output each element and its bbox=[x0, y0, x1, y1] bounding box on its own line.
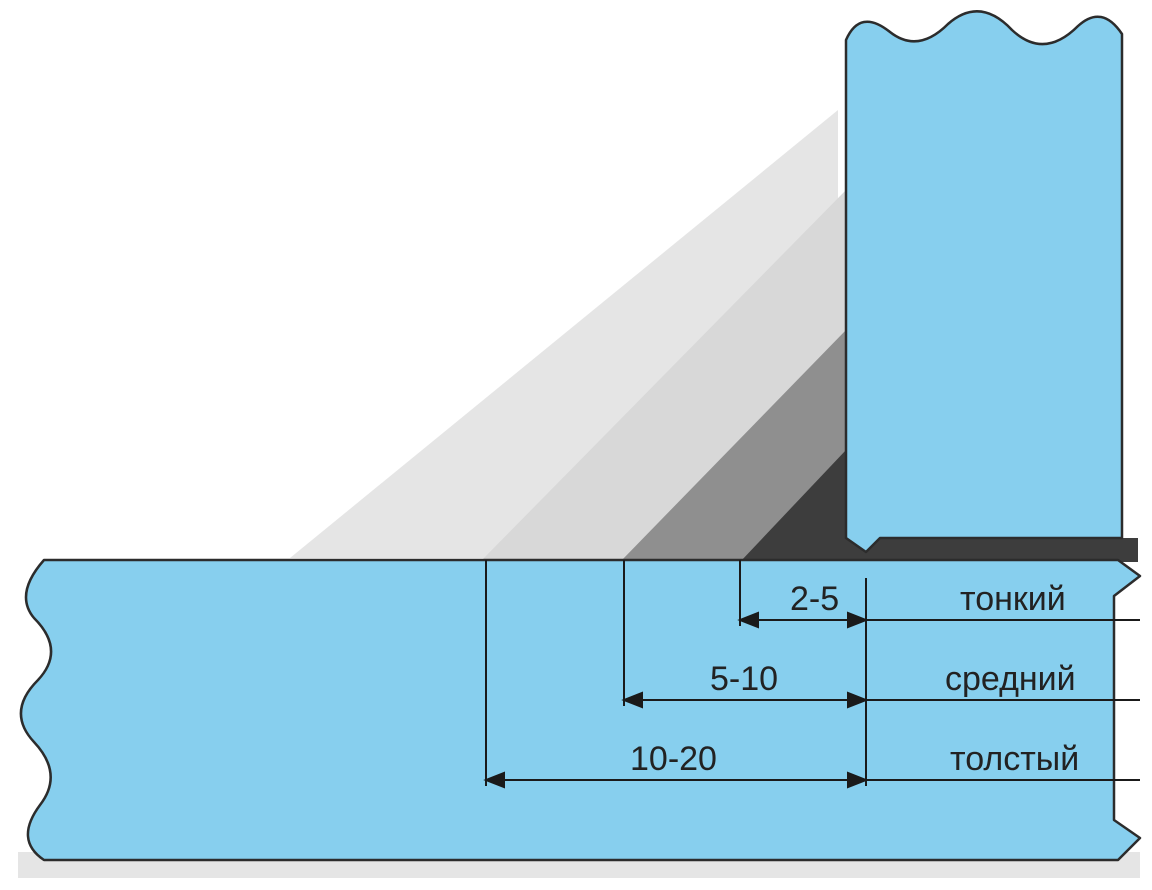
weld-joint-diagram: 2-5 тонкий 5-10 средний 10-20 толстый bbox=[0, 0, 1152, 890]
dim-label-thin: тонкий bbox=[960, 580, 1066, 618]
vertical-body bbox=[846, 11, 1122, 552]
dim-label-medium: средний bbox=[945, 660, 1076, 698]
dim-value-thin: 2-5 bbox=[790, 580, 839, 618]
dim-label-thick: толстый bbox=[950, 740, 1079, 778]
seam-right bbox=[846, 538, 1138, 562]
dim-value-medium: 5-10 bbox=[710, 660, 778, 698]
dim-value-thick: 10-20 bbox=[630, 740, 717, 778]
